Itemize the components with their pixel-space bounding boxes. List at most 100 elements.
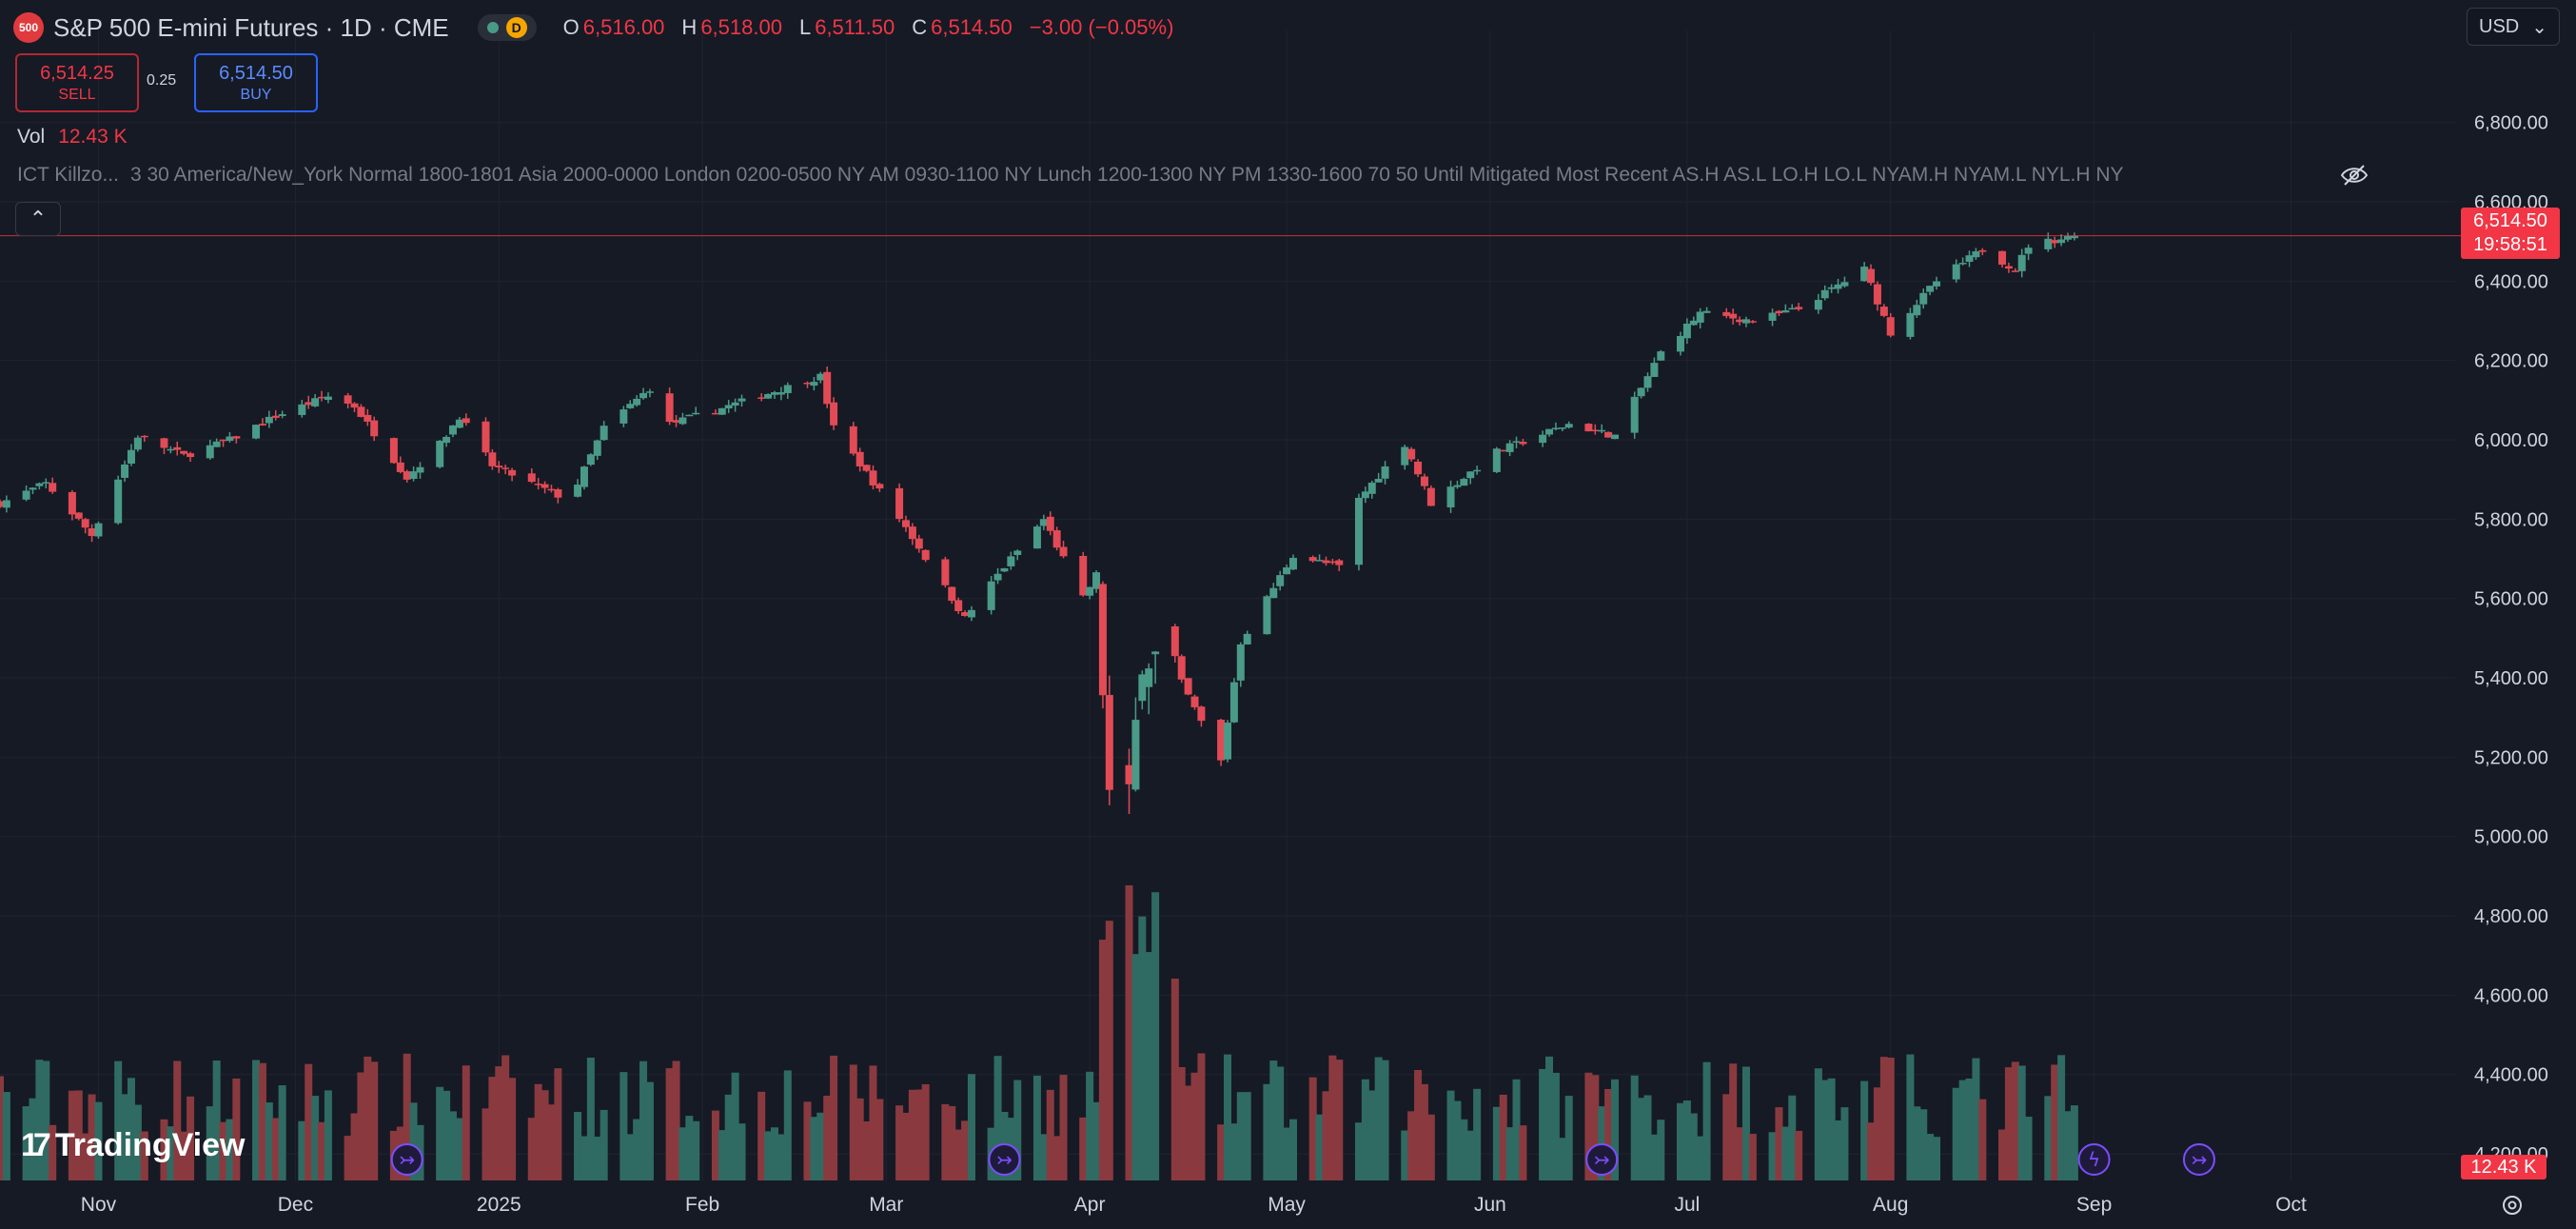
event-marker-icon[interactable] — [1585, 1143, 1619, 1176]
volume-bar — [324, 1090, 332, 1180]
volume-bar — [580, 1136, 588, 1180]
candle-body — [1919, 292, 1928, 305]
volume-bar — [121, 1094, 129, 1180]
candle-body — [1834, 284, 1842, 289]
volume-legend[interactable]: Vol 12.43 K — [17, 126, 128, 149]
volume-bar — [830, 1055, 838, 1180]
sell-button[interactable]: 6,514.25 SELL — [15, 53, 139, 112]
volume-bar — [1736, 1127, 1744, 1180]
volume-bar — [685, 1116, 694, 1180]
market-status[interactable]: D — [477, 14, 537, 41]
volume-bar — [1768, 1132, 1777, 1180]
event-marker-icon[interactable] — [2077, 1143, 2111, 1176]
volume-bar — [1965, 1078, 1974, 1180]
tradingview-logo[interactable]: 17 TradingView — [21, 1127, 245, 1164]
spread-value: 0.25 — [147, 72, 177, 89]
candle-body — [1545, 428, 1554, 435]
volume-bar — [2004, 1067, 2013, 1180]
volume-bar — [278, 1085, 286, 1180]
event-marker-icon[interactable] — [390, 1143, 423, 1176]
y-tick-label: 6,800.00 — [2474, 113, 2548, 134]
candle-body — [114, 479, 123, 524]
volume-bar — [1643, 1095, 1652, 1180]
volume-bar — [1906, 1054, 1915, 1180]
candle-body — [593, 440, 601, 456]
candle-body — [74, 512, 83, 519]
candle-body — [645, 391, 654, 393]
candle-body — [180, 450, 188, 454]
collapse-legend-button[interactable]: ⌃ — [15, 202, 61, 236]
volume-bar — [1696, 1136, 1704, 1180]
volume-bar — [1584, 1072, 1593, 1180]
settings-gear-icon[interactable] — [2499, 1192, 2526, 1219]
volume-bar — [764, 1131, 773, 1180]
volume-bar — [711, 1110, 719, 1180]
volume-bar — [1322, 1091, 1330, 1180]
candle-body — [81, 519, 89, 528]
candle-body — [252, 425, 261, 439]
candle-body — [416, 466, 424, 473]
economic-events[interactable]: ↣ ↣ ↣ ϟ ↣ — [390, 1143, 2215, 1176]
volume-bar — [665, 1068, 674, 1180]
candle-body — [724, 405, 733, 408]
volume-bar — [692, 1120, 700, 1180]
eye-hidden-icon[interactable] — [2340, 164, 2369, 187]
volume-bar — [495, 1066, 503, 1180]
volume-bar — [869, 1065, 877, 1180]
volume-bar — [1453, 1100, 1462, 1180]
close-value: 6,514.50 — [931, 15, 1013, 39]
buy-button[interactable]: 6,514.50 BUY — [194, 53, 318, 112]
close-key: C — [912, 15, 928, 39]
volume-bar — [1795, 1130, 1803, 1180]
candle-body — [1682, 323, 1691, 339]
candle-body — [875, 484, 884, 489]
volume-bars — [0, 884, 2078, 1180]
volume-bar — [1820, 1080, 1829, 1180]
y-tick-label: 6,400.00 — [2474, 271, 2548, 292]
price-axis[interactable]: 6,800.006,600.006,400.006,200.006,000.00… — [2474, 113, 2548, 1165]
volume-bar — [1611, 1079, 1620, 1180]
candle-body — [1283, 567, 1291, 575]
time-axis[interactable]: Nov Dec 2025 Feb Mar Apr May Jun Jul Aug Sep Oct — [81, 1194, 2307, 1216]
candle-body — [389, 438, 398, 464]
indicator-legend[interactable]: ICT Killzo... 3 30 America/New_York Norm… — [17, 164, 2369, 187]
volume-bar — [1177, 1066, 1186, 1180]
volume-bar — [1879, 1057, 1888, 1180]
symbol-title[interactable]: S&P 500 E-mini Futures · 1D · CME — [53, 12, 449, 42]
candle-body — [403, 471, 411, 480]
candle-body — [1913, 305, 1921, 316]
volume-bar — [1637, 1098, 1645, 1180]
candle-body — [1224, 723, 1231, 760]
volume-bar — [1512, 1079, 1521, 1180]
volume-bar — [1263, 1083, 1271, 1180]
volume-bar — [271, 1118, 280, 1180]
volume-bar — [948, 1105, 956, 1180]
volume-bar — [1217, 1124, 1226, 1180]
volume-bar — [344, 1136, 352, 1180]
x-tick-label: Jun — [1474, 1194, 1506, 1216]
volume-bar — [1420, 1083, 1428, 1180]
candle-body — [212, 441, 221, 447]
candle-body — [1860, 267, 1869, 282]
currency-select[interactable]: USD ⌄ — [2467, 8, 2560, 46]
event-marker-icon[interactable] — [2182, 1143, 2215, 1176]
volume-bar — [1032, 1075, 1041, 1180]
volume-bar — [2057, 1055, 2066, 1180]
candle-body — [160, 438, 168, 448]
volume-bar — [1446, 1090, 1455, 1180]
x-tick-label: Jul — [1674, 1194, 1700, 1216]
volume-bar — [1374, 1057, 1383, 1180]
candle-body — [68, 491, 76, 515]
candle-body — [639, 392, 648, 399]
candle-body — [1105, 695, 1113, 790]
event-marker-icon[interactable] — [988, 1143, 1021, 1176]
volume-bar — [724, 1094, 733, 1180]
candle-body — [967, 609, 975, 618]
volume-bar — [803, 1101, 812, 1180]
candle-body — [2004, 266, 2013, 269]
volume-bar — [49, 1124, 57, 1180]
candle-body — [133, 437, 142, 450]
volume-bar — [1473, 1088, 1482, 1180]
volume-bar — [901, 1112, 910, 1180]
